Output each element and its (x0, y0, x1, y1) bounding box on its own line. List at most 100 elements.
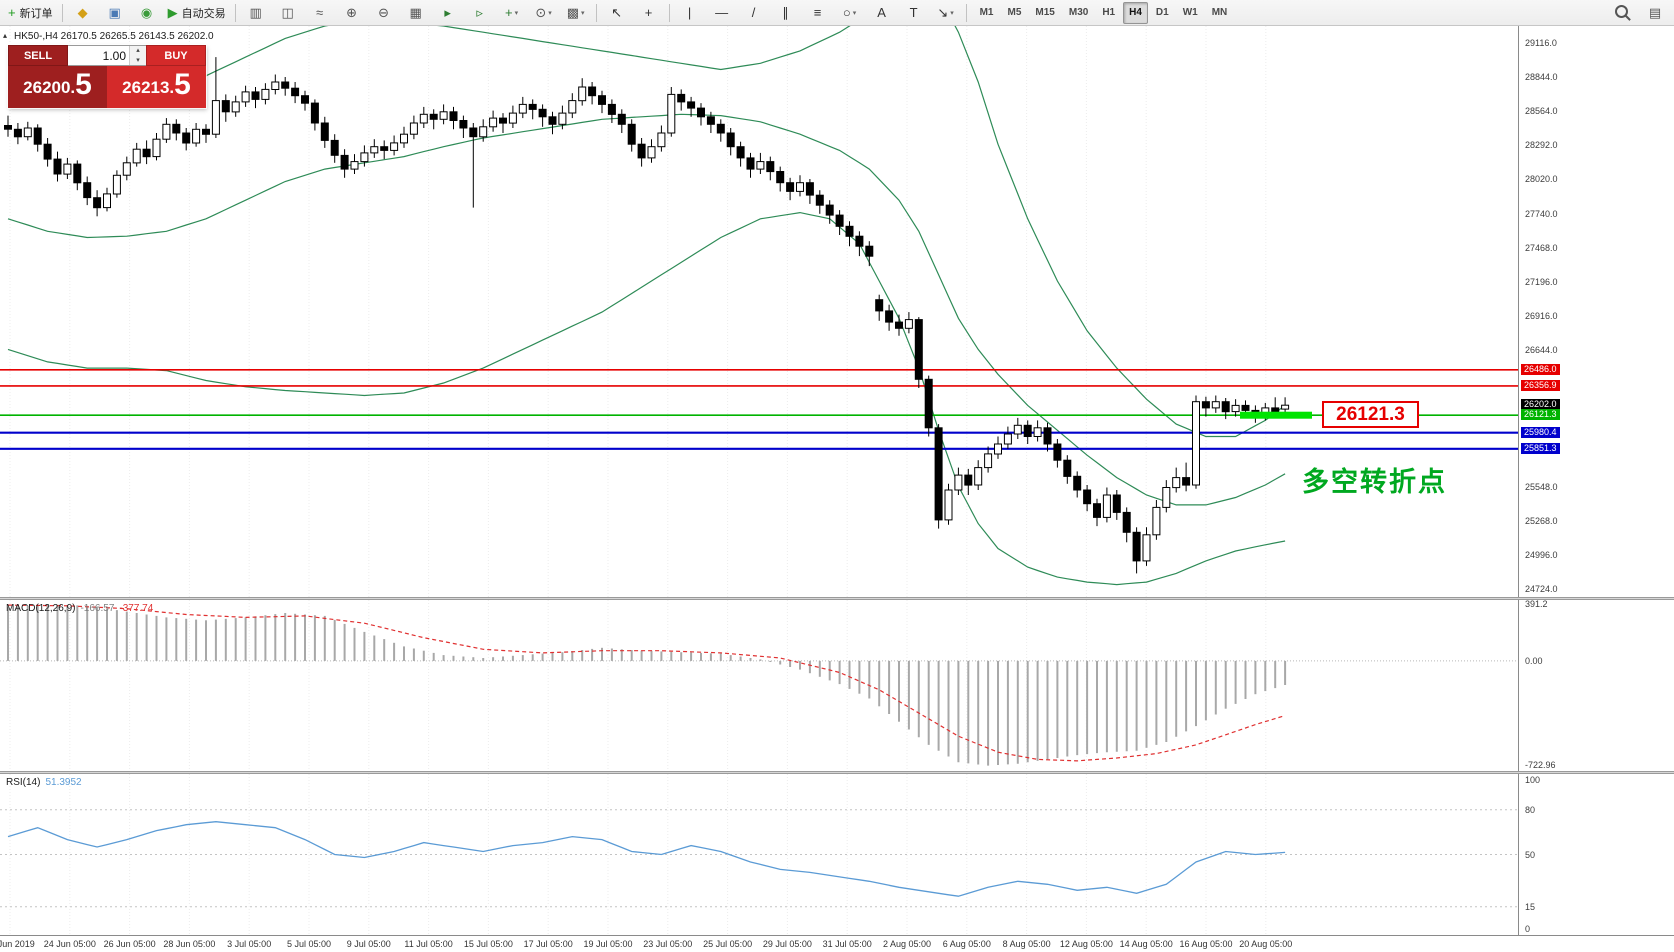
dropdown-caret-icon: ▾ (514, 9, 519, 17)
bollinger-upper-band (7, 26, 1286, 438)
autotrading-button-label: 自动交易 (181, 7, 226, 20)
buy-price-main: 26213. (122, 78, 175, 97)
new-order-button-label: 新订单 (19, 7, 53, 20)
new-chart-icon[interactable]: + ▾ (497, 1, 527, 25)
auto-scroll-icon[interactable]: ▸ (433, 1, 463, 25)
price-level-callout[interactable]: 26121.3 (1322, 401, 1419, 428)
timeframe-h4[interactable]: H4 (1123, 1, 1148, 24)
price-line-label: 26121.3 (1521, 409, 1560, 420)
buy-price-display[interactable]: 26213. 5 (107, 66, 206, 108)
date-tick-label: 11 Jul 05:00 (404, 939, 453, 949)
candles (4, 57, 1290, 574)
toolbar: + 新订单 ◆ ▣ ◉ ▶ 自动交易 ▥ ◫ ≈ ⊕ ⊖ ▦ ▸ ▹ + ▾ ⊙ ▾ ▩ ▾ ↖ + | — / ∥ ≡ ○ ▾ A T ↘ ▾ M… (0, 0, 1674, 26)
timeframe-m1[interactable]: M1 (979, 7, 994, 18)
line-chart-icon-glyph: ≈ (316, 5, 324, 20)
fibonacci-icon[interactable]: ≡ (803, 1, 833, 25)
macd-axis-label: 0.00 (1525, 656, 1543, 666)
date-tick-label: 19 Jul 05:00 (583, 939, 633, 949)
candlestick-chart-icon[interactable]: ◫ (273, 1, 303, 25)
zoom-out-icon[interactable]: ⊖ (369, 1, 399, 25)
timeframe-d1[interactable]: D1 (1155, 7, 1169, 18)
market-watch-icon-glyph: ◆ (77, 5, 88, 20)
sell-price-main: 26200. (23, 78, 76, 97)
timeframe-m15[interactable]: M15 (1035, 7, 1055, 18)
timeframe-h1[interactable]: H1 (1102, 7, 1116, 18)
rsi-line (7, 821, 1286, 897)
trade-prices-row: 26200. 5 26213. 5 (8, 66, 206, 108)
main-chart-canvas[interactable] (0, 26, 1518, 597)
date-tick-label: 8 Aug 05:00 (1002, 939, 1051, 949)
panel-separator-rsi[interactable] (0, 771, 1674, 774)
panel-separator-macd[interactable] (0, 597, 1674, 600)
date-tick-label: 23 Jul 05:00 (643, 939, 693, 949)
line-chart-icon[interactable]: ≈ (305, 1, 335, 25)
crosshair-icon[interactable]: + (634, 1, 664, 25)
toolbar-separator (595, 3, 597, 22)
date-axis[interactable]: 20 Jun 2019 24 Jun 05:00 26 Jun 05:00 28 Ju… (0, 935, 1674, 952)
date-tick-label: 15 Jul 05:00 (463, 939, 513, 949)
sell-price-big-digit: 5 (75, 68, 92, 101)
volume-up-button[interactable]: ▴ (130, 46, 146, 56)
collapse-chart-icon[interactable]: ▴ (3, 31, 8, 40)
timeframe-m5[interactable]: M5 (1007, 7, 1022, 18)
bollinger-lower-band (7, 211, 1286, 586)
timeframe-mn[interactable]: MN (1211, 7, 1228, 18)
strategy-tester-icon-glyph: ◉ (140, 5, 153, 20)
search-icon[interactable] (1608, 1, 1638, 25)
volume-box: ▴ ▾ (68, 45, 146, 66)
list-icon[interactable]: ▤ (1640, 1, 1670, 25)
dropdown-caret-icon: ▾ (548, 9, 552, 17)
date-tick-label: 25 Jul 05:00 (703, 939, 753, 949)
autotrading-button[interactable]: ▶ 自动交易 (164, 1, 230, 25)
horizontal-line-icon[interactable]: — (707, 1, 737, 25)
period-icon[interactable]: ⊙ ▾ (529, 1, 559, 25)
volume-input[interactable] (68, 46, 129, 65)
highlighted-trendline-segment (1240, 411, 1312, 419)
macd-signal-line (7, 604, 1286, 762)
macd-panel-canvas[interactable] (0, 600, 1518, 771)
date-tick-label: 26 Jun 05:00 (103, 939, 156, 949)
text-icon-glyph: A (877, 5, 886, 20)
price-tick: 25268.0 (1525, 516, 1558, 526)
fibonacci-icon-glyph: ≡ (813, 5, 822, 20)
new-order-button[interactable]: + 新订单 (4, 1, 57, 25)
vertical-line-icon[interactable]: | (675, 1, 705, 25)
bar-chart-icon-glyph: ▥ (249, 5, 262, 20)
rsi-panel-canvas[interactable] (0, 774, 1518, 935)
price-tick: 25548.0 (1525, 482, 1558, 492)
price-line-label: 25980.4 (1521, 427, 1560, 438)
cursor-icon[interactable]: ↖ (602, 1, 632, 25)
equidistant-channel-icon-glyph: ∥ (782, 5, 789, 20)
timeframe-m30[interactable]: M30 (1068, 7, 1089, 18)
buy-button[interactable]: BUY (146, 45, 206, 66)
strategy-tester-icon[interactable]: ◉ (132, 1, 162, 25)
market-watch-icon[interactable]: ◆ (68, 1, 98, 25)
zoom-in-icon-glyph: ⊕ (346, 5, 358, 20)
arrows-icon-glyph: ↘ (937, 5, 949, 20)
price-tick: 28292.0 (1525, 140, 1558, 150)
sell-button[interactable]: SELL (8, 45, 68, 66)
price-tick: 28564.0 (1525, 106, 1558, 116)
date-tick-label: 12 Aug 05:00 (1059, 939, 1113, 949)
sell-price-display[interactable]: 26200. 5 (8, 66, 107, 108)
terminal-icon[interactable]: ▣ (100, 1, 130, 25)
pivot-point-annotation[interactable]: 多空转折点 (1302, 467, 1447, 497)
template-icon[interactable]: ▩ ▾ (561, 1, 591, 25)
price-axis[interactable]: 29116.0 28844.0 28564.0 28292.0 28020.0 27740… (1518, 26, 1674, 935)
shapes-icon[interactable]: ○ ▾ (835, 1, 865, 25)
price-tick: 26916.0 (1525, 311, 1558, 321)
timeframe-w1[interactable]: W1 (1182, 7, 1198, 18)
rsi-axis-label: 100 (1525, 775, 1541, 785)
equidistant-channel-icon[interactable]: ∥ (771, 1, 801, 25)
dropdown-caret-icon: ▾ (852, 9, 857, 17)
chart-shift-icon[interactable]: ▹ (465, 1, 495, 25)
bar-chart-icon[interactable]: ▥ (241, 1, 271, 25)
trendline-icon[interactable]: / (739, 1, 769, 25)
text-icon[interactable]: A (867, 1, 897, 25)
dropdown-caret-icon: ▾ (950, 9, 954, 17)
volume-down-button[interactable]: ▾ (130, 55, 146, 65)
tile-windows-icon[interactable]: ▦ (401, 1, 431, 25)
arrows-icon[interactable]: ↘ ▾ (931, 1, 961, 25)
zoom-in-icon[interactable]: ⊕ (337, 1, 367, 25)
label-icon[interactable]: T (899, 1, 929, 25)
